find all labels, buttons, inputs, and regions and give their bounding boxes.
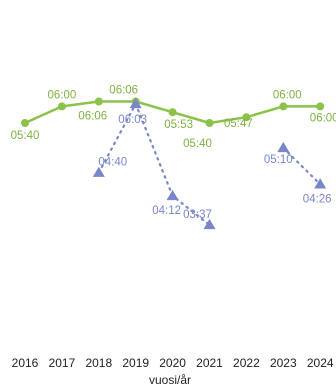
series-1-point-2021 [205, 119, 214, 127]
series-1-label-2022: 05:47 [224, 118, 253, 130]
series-2-line-2 [282, 146, 322, 186]
series-1-point-2017 [57, 102, 66, 111]
series-1-label-2016: 05:40 [11, 130, 40, 142]
series-1-label-2019: 06:06 [109, 85, 138, 97]
series-2-label-2023: 05:10 [264, 154, 293, 166]
series-2-point-2024 [314, 178, 327, 189]
series-1-label-2024: 06:00 [310, 112, 336, 124]
data-label-layer: 05:4006:0006:0606:0605:5305:4005:4706:00… [11, 85, 336, 221]
x-tick-label-2023: 2023 [270, 356, 297, 370]
x-tick-label-2016: 2016 [12, 356, 39, 370]
series-1-label-2018: 06:06 [78, 111, 107, 123]
x-tick-label-2017: 2017 [49, 356, 76, 370]
series-2-point-2021 [203, 218, 216, 230]
series-1-point-2016 [21, 119, 29, 127]
series-1-label-2017: 06:00 [48, 89, 77, 101]
x-tick-label-2024: 2024 [307, 356, 334, 370]
series-2-point-2023 [277, 141, 290, 153]
series-1-point-2022 [242, 113, 251, 122]
series-2-line [97, 101, 211, 226]
series-2-label-2018: 04:40 [98, 157, 127, 169]
series-1-point-2020 [168, 108, 177, 117]
x-tick-label-2018: 2018 [85, 356, 112, 370]
x-tick-label-2020: 2020 [159, 356, 186, 370]
series-1-label-2021: 05:40 [183, 138, 212, 150]
series-layer [21, 97, 327, 230]
series-2-label-2020: 04:12 [152, 205, 181, 217]
series-1-label-2023: 06:00 [273, 89, 302, 101]
series-1-point-2023 [279, 102, 288, 111]
x-tick-label-2022: 2022 [233, 356, 260, 370]
x-axis-label: vuosi/år [149, 373, 191, 387]
x-tick-label-2019: 2019 [122, 356, 149, 370]
series-1-point-2018 [94, 97, 103, 106]
series-2-point-2019 [129, 97, 142, 109]
x-tick-label-2021: 2021 [196, 356, 223, 370]
series-2-point-2020 [166, 189, 179, 201]
series-1-label-2020: 05:53 [164, 119, 193, 131]
x-axis-ticks: 2016 2017 2018 2019 2020 2021 2022 2023 2024 [12, 356, 334, 370]
series-2-label-2019: 06:03 [118, 114, 147, 126]
series-2-point-2018 [92, 166, 105, 177]
series-2-label-2021: 03:37 [183, 209, 212, 221]
series-2-label-2024: 04:26 [303, 193, 332, 205]
series-1-point-2024 [316, 102, 325, 111]
